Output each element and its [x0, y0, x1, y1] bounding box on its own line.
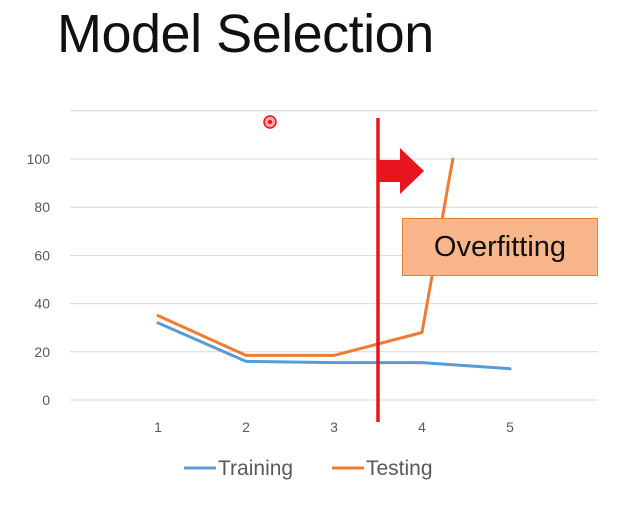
x-tick-label: 2 — [242, 419, 250, 435]
overfitting-label: Overfitting — [433, 230, 567, 263]
x-tick-label: 3 — [330, 419, 338, 435]
y-tick-label: 0 — [42, 392, 50, 408]
y-tick-label: 100 — [27, 151, 51, 167]
overfitting-callout: Overfitting — [402, 218, 598, 276]
legend-label-testing: Testing — [366, 457, 433, 480]
pointer-dot-center — [268, 120, 272, 124]
y-axis-ticks: 0 20 40 60 80 100 — [27, 151, 51, 408]
chart-gridlines — [70, 110, 598, 401]
right-arrow-icon — [378, 148, 424, 194]
y-tick-label: 60 — [34, 247, 50, 263]
x-tick-label: 5 — [506, 419, 514, 435]
y-tick-label: 40 — [34, 296, 50, 312]
series-line-training — [156, 321, 512, 371]
x-axis-ticks: 1 2 3 4 5 — [154, 419, 514, 435]
x-tick-label: 1 — [154, 419, 162, 435]
y-tick-label: 20 — [34, 344, 50, 360]
slide-title: Model Selection — [57, 4, 434, 64]
y-tick-label: 80 — [34, 199, 50, 215]
legend-label-training: Training — [218, 457, 293, 480]
x-tick-label: 4 — [418, 419, 426, 435]
chart-legend: Training Testing — [184, 457, 433, 480]
overfitting-marker — [376, 118, 424, 422]
